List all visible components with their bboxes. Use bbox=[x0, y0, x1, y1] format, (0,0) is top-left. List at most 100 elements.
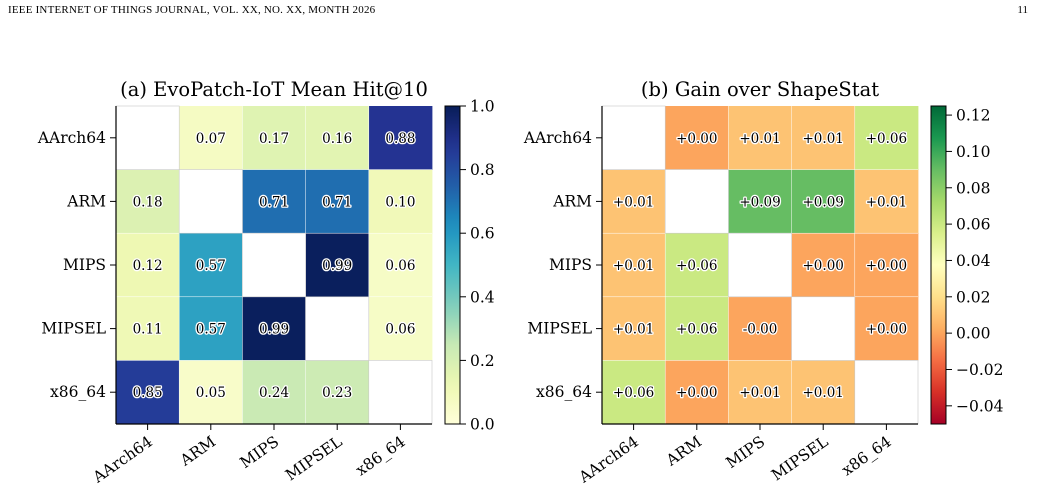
panel-a-x-tick-label: MIPS bbox=[237, 433, 283, 472]
panel-a-cell-label: 0.06 bbox=[385, 258, 415, 274]
panel-a-cell-label: 0.57 bbox=[196, 258, 226, 274]
panel-a-cell-r2-c0 bbox=[116, 233, 180, 298]
panel-b-cell-r3-c2 bbox=[728, 296, 792, 361]
panel-b-cell-label: +0.09 bbox=[739, 194, 780, 210]
panel-b-cell-label: +0.00 bbox=[676, 131, 717, 147]
panel-a-cell-r4-c2 bbox=[242, 360, 306, 425]
panel-b-cell-label: +0.06 bbox=[676, 258, 717, 274]
journal-running-header: IEEE INTERNET OF THINGS JOURNAL, VOL. XX… bbox=[8, 4, 376, 16]
panel-b-cell-label: +0.06 bbox=[613, 385, 654, 401]
page-number: 11 bbox=[1017, 4, 1028, 16]
panel-b-cell-label: +0.01 bbox=[739, 131, 780, 147]
panel-a-cell-label: 0.07 bbox=[196, 131, 226, 147]
panel-a-cell-label: 0.57 bbox=[196, 322, 226, 338]
panel-a-colorbar-tick-label: 0.2 bbox=[470, 352, 495, 370]
panel-b-colorbar-tick-label: 0.04 bbox=[956, 252, 991, 270]
panel-a-y-tick-label: MIPS bbox=[63, 256, 106, 274]
panel-b-cell-r4-c1 bbox=[665, 360, 729, 425]
panel-b-cell-r0-c0 bbox=[602, 106, 666, 170]
panel-b-cell-label: +0.01 bbox=[613, 258, 654, 274]
panel-b-colorbar-tick-label: 0.08 bbox=[956, 179, 991, 197]
panel-a-cell-label: 0.11 bbox=[133, 322, 163, 338]
panel-b-cell-label: +0.06 bbox=[866, 131, 907, 147]
panel-b-title: (b) Gain over ShapeStat bbox=[641, 78, 879, 101]
panel-a-cell-r1-c3 bbox=[305, 169, 370, 234]
panel-b-y-tick-label: MIPS bbox=[549, 256, 592, 274]
panel-a-empty-cell-border bbox=[178, 169, 243, 234]
panel-b-cell-r3-c1 bbox=[665, 296, 729, 361]
panel-b-colorbar-tick-label: 0.00 bbox=[956, 325, 991, 343]
panel-b-cell-r4-c2 bbox=[728, 360, 792, 425]
panel-b-cell-r3-c3 bbox=[791, 296, 856, 361]
panel-a-cell-r4-c1 bbox=[179, 360, 243, 425]
panel-b-cell-r2-c3 bbox=[791, 233, 856, 298]
panel-b-x-tick-label: AArch64 bbox=[575, 432, 642, 487]
panel-b-cell-r2-c1 bbox=[665, 233, 729, 298]
panel-b-cell-label: +0.01 bbox=[613, 322, 654, 338]
panel-a-cell-label: 0.99 bbox=[322, 258, 352, 274]
panel-a-heatmap: (a) EvoPatch-IoT Mean Hit@10 0.07 0.17 0.16… bbox=[37, 78, 495, 487]
panel-a-cell-r3-c0 bbox=[116, 296, 180, 361]
panel-a-empty-cell-border bbox=[305, 296, 370, 361]
panel-b-empty-cell-border bbox=[664, 169, 729, 234]
panel-b-cell-label: +0.01 bbox=[613, 194, 654, 210]
panel-b-cell-label: +0.01 bbox=[866, 194, 907, 210]
panel-b-cell-r2-c2 bbox=[728, 233, 792, 298]
panel-b-cell-r1-c2 bbox=[728, 169, 792, 234]
panel-a-cell-label: 0.88 bbox=[385, 131, 415, 147]
panel-a-cell-r4-c0 bbox=[116, 360, 180, 425]
panel-b-y-tick-label: x86_64 bbox=[536, 383, 592, 401]
panel-b-cell-r0-c3 bbox=[791, 106, 856, 170]
panel-b-x-tick-label: x86_64 bbox=[839, 432, 895, 479]
panel-b-colorbar-tick-label: 0.06 bbox=[956, 216, 991, 234]
panel-a-y-tick-label: ARM bbox=[66, 192, 106, 210]
panel-a-y-tick-label: x86_64 bbox=[50, 383, 106, 401]
panel-a-y-tick-label: AArch64 bbox=[37, 129, 106, 147]
panel-b-y-tick-label: AArch64 bbox=[523, 129, 592, 147]
panel-b-cell-r3-c4 bbox=[854, 296, 919, 361]
panel-a-cell-label: 0.85 bbox=[133, 385, 163, 401]
panel-b-colorbar bbox=[930, 105, 947, 425]
panel-a-cell-label: 0.18 bbox=[133, 194, 163, 210]
panel-a-cell-label: 0.05 bbox=[196, 385, 226, 401]
panel-b-cell-r1-c4 bbox=[854, 169, 919, 234]
panel-b-cell-r0-c1 bbox=[665, 106, 729, 170]
panel-b-cell-label: +0.00 bbox=[803, 258, 844, 274]
panel-b-colorbar-tick-label: 0.12 bbox=[956, 107, 991, 125]
panel-b-cell-label: +0.01 bbox=[739, 385, 780, 401]
panel-a-title: (a) EvoPatch-IoT Mean Hit@10 bbox=[120, 78, 428, 101]
panel-a-x-tick-label: MIPSEL bbox=[282, 433, 345, 485]
panel-a-x-tick-label: AArch64 bbox=[89, 432, 156, 487]
panel-b-cell-label: +0.01 bbox=[803, 131, 844, 147]
panel-a-x-tick-label: x86_64 bbox=[353, 432, 409, 479]
panel-b-cell-r2-c4 bbox=[854, 233, 919, 298]
panel-a-cell-label: 0.10 bbox=[385, 194, 415, 210]
panel-a-x-tick-label: ARM bbox=[176, 432, 219, 470]
panel-a-colorbar-tick-label: 0.4 bbox=[470, 288, 495, 306]
panel-a-cell-label: 0.06 bbox=[385, 322, 415, 338]
panel-a-cell-label: 0.23 bbox=[322, 385, 352, 401]
panel-b-cell-r4-c0 bbox=[602, 360, 666, 425]
panel-a-cell-label: 0.71 bbox=[322, 194, 352, 210]
panel-a-cell-r2-c3 bbox=[305, 233, 370, 298]
panel-b-cell-label: +0.00 bbox=[866, 322, 907, 338]
panel-b-cell-label: -0.00 bbox=[743, 322, 778, 338]
panel-b-cell-r2-c0 bbox=[602, 233, 666, 298]
panel-a-cell-label: 0.12 bbox=[133, 258, 163, 274]
panel-a-cell-label: 0.17 bbox=[259, 131, 289, 147]
panel-a-y-tick-label: MIPSEL bbox=[41, 320, 106, 338]
panel-a-colorbar bbox=[444, 105, 461, 425]
panel-a-cell-label: 0.71 bbox=[259, 194, 289, 210]
panel-a-cell-label: 0.24 bbox=[259, 385, 289, 401]
panel-a-cell-r1-c4 bbox=[368, 169, 433, 234]
panel-a-colorbar-tick-label: 0.8 bbox=[470, 161, 495, 179]
panel-b-cell-r1-c3 bbox=[791, 169, 856, 234]
panel-a-cell-r2-c2 bbox=[242, 233, 306, 298]
panel-a-cell-r0-c2 bbox=[242, 106, 306, 170]
panel-b-y-tick-label: ARM bbox=[552, 192, 592, 210]
panel-b-colorbar-tick-label: 0.10 bbox=[956, 143, 991, 161]
panel-a-cell-label: 0.99 bbox=[259, 322, 289, 338]
panel-b-x-tick-label: MIPSEL bbox=[768, 433, 831, 485]
panel-b-empty-cell-border bbox=[728, 232, 792, 298]
